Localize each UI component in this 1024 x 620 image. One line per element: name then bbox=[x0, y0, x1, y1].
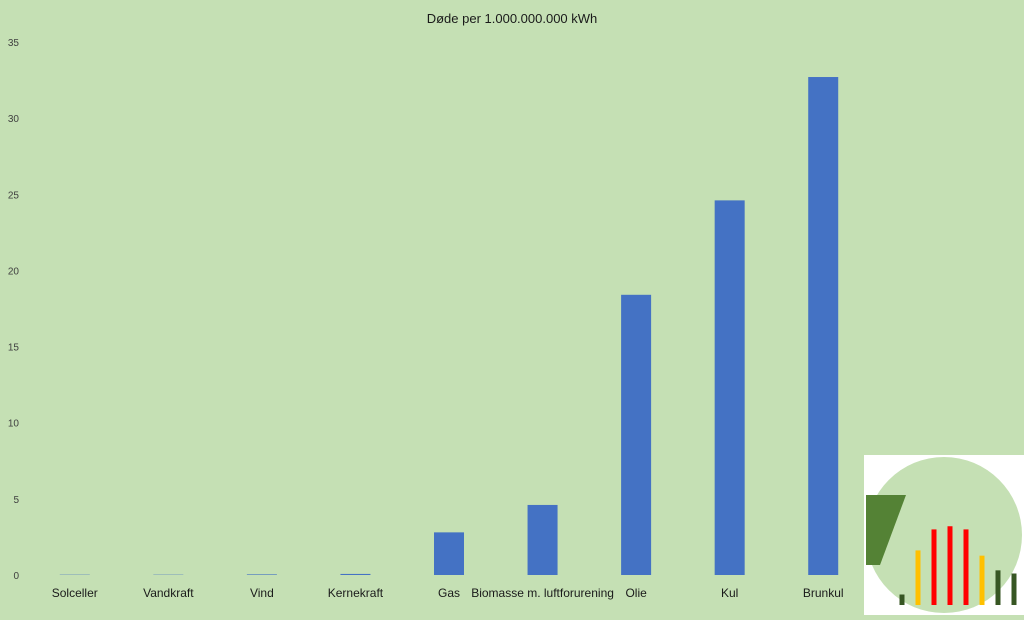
logo-bar bbox=[980, 556, 985, 605]
x-category-label: Biomasse m. luftforurening bbox=[471, 586, 614, 600]
bar bbox=[621, 295, 651, 575]
x-category-label: Solceller bbox=[52, 586, 98, 600]
y-tick-label: 10 bbox=[8, 419, 20, 430]
bar bbox=[528, 505, 558, 575]
chart-title: Døde per 1.000.000.000 kWh bbox=[427, 11, 598, 26]
x-category-label: Gas bbox=[438, 586, 460, 600]
x-category-label: Vandkraft bbox=[143, 586, 194, 600]
logo-bar bbox=[948, 526, 953, 605]
bar bbox=[340, 574, 370, 575]
y-tick-label: 20 bbox=[8, 266, 20, 277]
bar bbox=[808, 77, 838, 575]
y-tick-label: 0 bbox=[13, 571, 19, 582]
logo-bar bbox=[932, 529, 937, 605]
y-tick-label: 30 bbox=[8, 114, 20, 125]
logo-bar bbox=[916, 550, 921, 605]
x-category-label: Vind bbox=[250, 586, 274, 600]
y-tick-label: 25 bbox=[8, 190, 20, 201]
y-tick-label: 15 bbox=[8, 343, 20, 354]
bars bbox=[60, 77, 838, 575]
bar bbox=[715, 200, 745, 575]
y-tick-label: 5 bbox=[13, 495, 19, 506]
x-category-label: Kernekraft bbox=[328, 586, 384, 600]
bar bbox=[434, 532, 464, 575]
x-category-label: Kul bbox=[721, 586, 738, 600]
logo-bar bbox=[996, 570, 1001, 605]
x-category-label: Brunkul bbox=[803, 586, 844, 600]
logo bbox=[864, 455, 1024, 615]
x-category-label: Olie bbox=[625, 586, 647, 600]
bar bbox=[247, 574, 277, 575]
logo-bar bbox=[1012, 574, 1017, 606]
y-axis: 0 5 10 15 20 25 30 35 bbox=[8, 38, 20, 582]
y-tick-label: 35 bbox=[8, 38, 20, 49]
logo-bar bbox=[964, 529, 969, 605]
energy-logo-icon bbox=[864, 455, 1024, 615]
logo-bar bbox=[900, 595, 905, 606]
x-axis: Solceller Vandkraft Vind Kernekraft Gas Bioma… bbox=[52, 586, 844, 600]
